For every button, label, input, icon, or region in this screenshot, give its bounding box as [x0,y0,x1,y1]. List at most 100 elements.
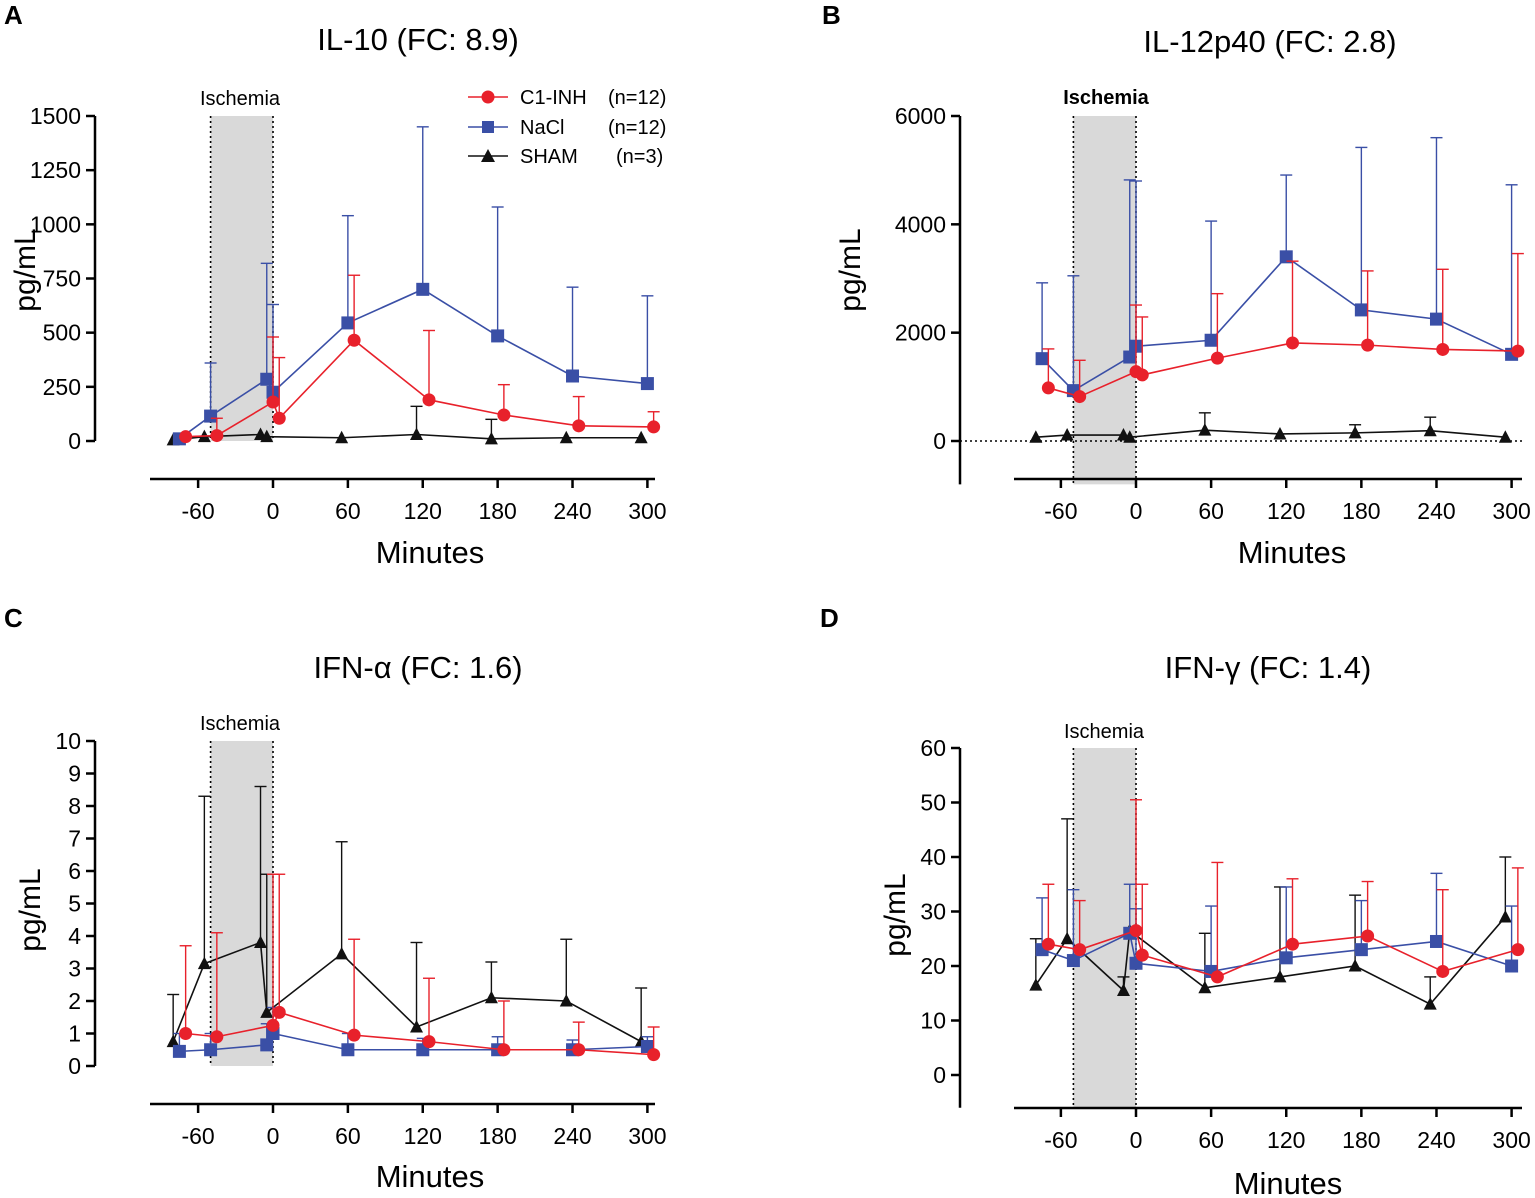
legend: C1-INH (n=12) NaCl (n=12) SHAM (n=3) [468,87,666,168]
x-tick-label: 0 [1130,1127,1143,1153]
y-tick-label: 2 [68,988,81,1014]
y-tick-label: 1 [68,1021,81,1047]
point-sham [197,956,211,970]
plot-area: 0 10 20 30 40 50 60 -60 0 60 120 180 240 300 [920,735,1530,1153]
panel-b: B IL-12p40 (FC: 2.8) pg/mL Minutes Ische… [822,0,1531,570]
y-tick-label: 250 [43,374,81,400]
point-nacl [566,369,580,383]
x-tick-label: 180 [1342,1127,1380,1153]
panel-letter-d: D [820,603,839,633]
x-tick-label: -60 [1044,1127,1077,1153]
point-sham [1029,978,1043,991]
point-sham [1060,931,1074,945]
point-sham [166,1034,180,1048]
x-tick-label: 60 [1198,1127,1224,1153]
point-sham [1498,909,1512,923]
x-tick-label: -60 [181,1123,214,1149]
x-tick-label: 300 [628,1123,666,1149]
y-tick-label: 8 [68,793,81,819]
point-nacl [260,372,274,386]
y-tick-label: 6 [68,858,81,884]
y-axis-label: pg/mL [834,228,867,311]
point-sham [1423,423,1437,437]
point-c1inh [1210,351,1224,365]
point-nacl [341,316,355,330]
point-sham [1498,430,1512,443]
x-tick-label: 120 [1267,1127,1305,1153]
point-sham [484,990,498,1004]
x-axis-label: Minutes [1238,535,1347,570]
point-sham [1273,426,1287,440]
legend-n-sham: (n=3) [616,146,663,168]
y-tick-label: 0 [68,428,81,454]
point-c1inh [647,420,661,434]
point-nacl [1035,352,1049,366]
y-axis-label: pg/mL [9,228,42,311]
point-nacl [1279,250,1293,264]
point-nacl [1066,954,1080,968]
x-tick-label: 120 [404,1123,442,1149]
x-tick-label: 240 [1417,498,1455,524]
y-tick-label: 20 [920,953,946,979]
point-nacl [204,409,218,423]
point-c1inh [272,1005,286,1019]
point-nacl [1505,959,1519,973]
panel-letter-a: A [4,0,23,30]
legend-marker-c1inh [481,90,495,104]
y-tick-label: 750 [43,266,81,292]
x-axis-label: Minutes [1234,1166,1343,1198]
point-sham [335,430,349,444]
point-sham [1348,959,1362,972]
y-tick-label: 7 [68,826,81,852]
point-c1inh [1511,943,1525,957]
ischemia-label: Ischemia [1063,87,1149,109]
x-tick-label: 240 [1417,1127,1455,1153]
legend-label-c1inh: C1-INH [520,87,587,109]
point-c1inh [1073,390,1087,404]
y-tick-label: 10 [920,1008,946,1034]
point-nacl [1354,943,1368,957]
point-nacl [341,1043,355,1057]
chart-title: IL-10 (FC: 8.9) [317,22,519,57]
panel-a: A IL-10 (FC: 8.9) pg/mL Minutes Ischemia… [4,0,667,570]
y-tick-label: 500 [43,320,81,346]
point-c1inh [1210,970,1224,984]
point-c1inh [647,1048,661,1062]
ischemia-label: Ischemia [200,713,281,735]
x-tick-label: 180 [1342,498,1380,524]
y-axis-label: pg/mL [14,868,47,951]
x-tick-label: 300 [1492,498,1530,524]
point-c1inh [497,408,511,422]
x-tick-label: 300 [628,498,666,524]
panel-letter-b: B [822,0,841,30]
point-sham [1198,980,1212,994]
point-c1inh [422,1035,436,1049]
y-tick-label: 2000 [895,320,946,346]
x-tick-label: 300 [1492,1127,1530,1153]
y-tick-label: 40 [920,844,946,870]
x-tick-label: 60 [1198,498,1224,524]
point-c1inh [1041,381,1055,395]
x-tick-label: 240 [553,1123,591,1149]
point-c1inh [1073,943,1087,957]
ischemia-label: Ischemia [200,88,281,110]
ischemia-label: Ischemia [1064,721,1145,743]
plot-area: 0 2000 4000 6000 -60 0 60 120 180 240 300 [895,103,1531,524]
point-c1inh [422,393,436,407]
legend-label-nacl: NaCl [520,117,564,139]
ischemia-region [210,741,273,1066]
point-c1inh [210,429,224,443]
y-tick-label: 0 [933,428,946,454]
panel-c: C IFN-α (FC: 1.6) pg/mL Minutes Ischemia… [4,603,667,1194]
point-c1inh [1135,948,1149,962]
point-c1inh [179,1027,193,1040]
plot-area: 0 250 500 750 1000 1250 1500 -60 0 60 120 180 240 300 [30,103,667,524]
point-nacl [491,329,505,343]
y-tick-label: 5 [68,891,81,917]
x-tick-label: -60 [1044,498,1077,524]
panel-d: D IFN-γ (FC: 1.4) pg/mL Minutes Ischemia… [820,603,1531,1198]
x-tick-label: 120 [404,498,442,524]
x-tick-label: 0 [267,1123,280,1149]
point-c1inh [347,1028,361,1042]
y-tick-label: 1250 [30,157,81,183]
